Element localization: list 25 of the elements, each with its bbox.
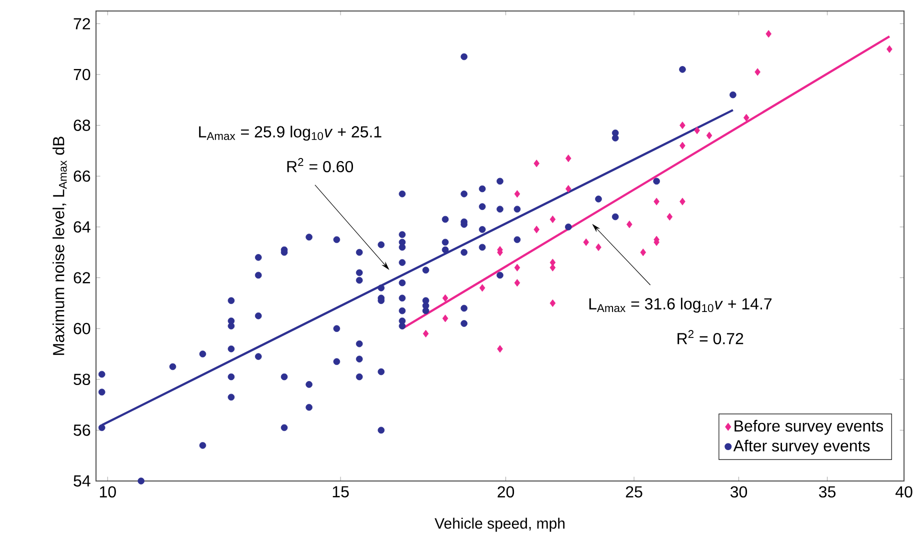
annotation: R$^{2}$ = 0.60: [287, 158, 354, 172]
y-tick-label: 68: [74, 120, 90, 131]
x-tick-label: 40: [896, 486, 912, 498]
y-tick-label: 70: [74, 68, 90, 80]
x-tick-label: 20: [498, 486, 514, 498]
legend-label: After survey events: [733, 440, 870, 455]
y-tick-label: 58: [74, 374, 90, 386]
y-axis-title: Maximum noise level, L$_{Amax}$ dB: [52, 136, 67, 355]
annotation: R$^{2}$ = 0.72: [678, 330, 744, 344]
x-tick-label: 10: [100, 486, 116, 498]
y-tick-label: 66: [74, 170, 90, 182]
legend-label: Before survey events: [734, 420, 884, 435]
y-tick-label: 60: [74, 322, 90, 334]
annotation: L$_{Amax}$ = 31.6 log$_{10}$v + 14.7: [589, 298, 772, 313]
x-tick-label: 25: [626, 486, 642, 498]
annotation: L$_{Amax}$ = 25.9 log$_{10}$v + 25.1: [199, 126, 382, 141]
y-tick-label: 64: [74, 221, 90, 233]
x-tick-label: 15: [332, 486, 349, 498]
x-axis-title: Vehicle speed, mph: [434, 518, 564, 532]
x-tick-label: 35: [818, 486, 836, 498]
y-tick-label: 72: [74, 18, 90, 30]
y-tick-label: 56: [74, 424, 90, 436]
x-tick-label: 30: [730, 486, 748, 498]
y-tick-label: 54: [74, 475, 90, 487]
y-tick-label: 62: [74, 272, 90, 284]
